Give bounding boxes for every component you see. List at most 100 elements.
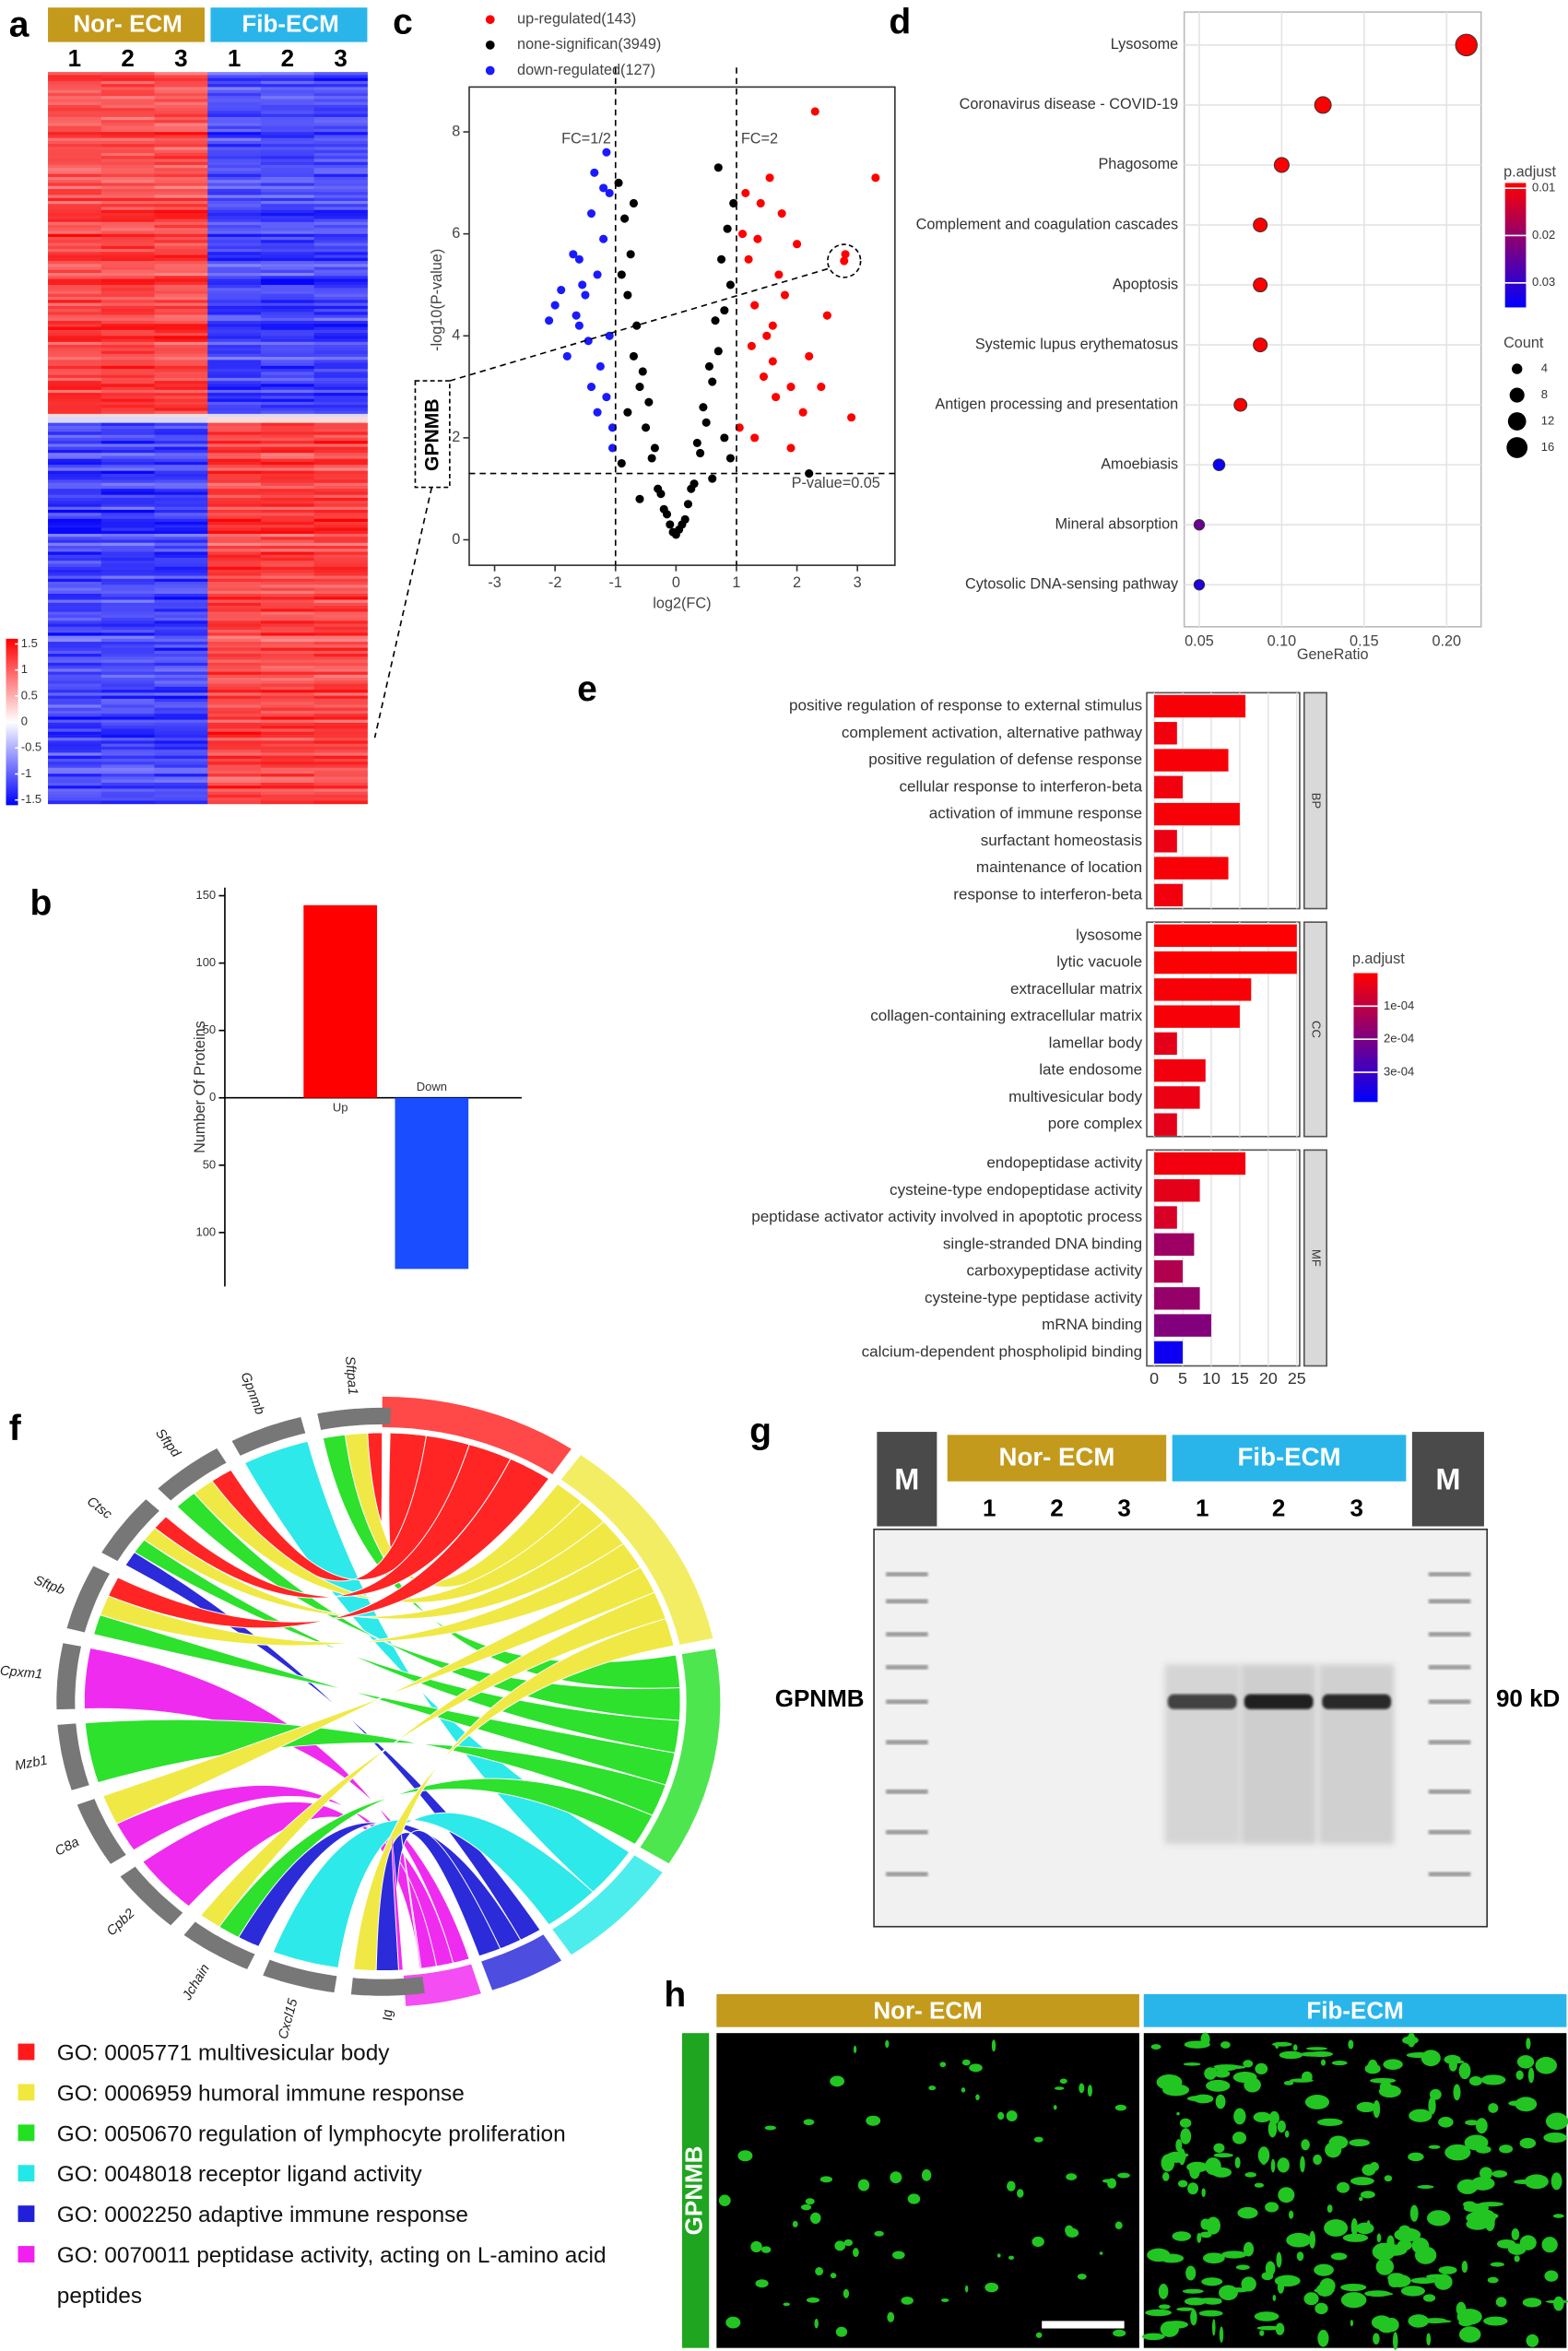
panel-label: g [749, 1412, 772, 1451]
heatmap-cell [207, 353, 262, 358]
colorbar-label: 3e-04 [1384, 1064, 1414, 1078]
heatmap-cell [207, 128, 262, 133]
heatmap-cell [154, 446, 208, 451]
heatmap-cell [100, 509, 155, 514]
heatmap-cell [313, 345, 368, 349]
heatmap-cell [100, 791, 155, 796]
heatmap-cell [48, 348, 102, 352]
heatmap-cell [313, 702, 368, 705]
heatmap-cell [207, 207, 262, 211]
heatmap-cell [260, 374, 315, 379]
heatmap-cell [260, 635, 315, 640]
heatmap-cell [154, 101, 208, 106]
gene-label: C8a [53, 1835, 81, 1859]
heatmap-cell [260, 101, 315, 106]
column-label: 3 [334, 44, 347, 72]
heatmap-cell [48, 797, 102, 801]
heatmap-cell [207, 743, 262, 748]
stain-blob [1527, 2067, 1535, 2084]
heatmap-cell [207, 240, 262, 243]
heatmap-cell [207, 176, 262, 181]
heatmap-cell [154, 437, 208, 442]
heatmap-cell [48, 197, 102, 202]
heatmap-cell [154, 750, 208, 753]
stain-blob [1274, 2274, 1301, 2287]
heatmap-cell [48, 525, 102, 528]
stain-blob [1158, 2283, 1169, 2299]
heatmap-cell [207, 530, 262, 535]
gene-label: Cpxm1 [0, 1664, 43, 1683]
heatmap-cell [100, 101, 155, 106]
heatmap-cell [48, 269, 102, 274]
point [569, 250, 578, 259]
heatmap-cell [154, 176, 208, 181]
heatmap-cell [207, 561, 262, 565]
heatmap-cell [100, 530, 155, 535]
heatmap-cell [207, 497, 262, 502]
heatmap-cell [100, 690, 155, 693]
heatmap-cell [48, 309, 102, 313]
heatmap-cell [48, 245, 102, 250]
stain-blob [901, 2296, 914, 2305]
point [605, 331, 614, 340]
heatmap-cell [154, 80, 208, 85]
heatmap-cell [100, 731, 155, 736]
heatmap-cell [260, 698, 315, 703]
colorbar [1353, 973, 1378, 1103]
heatmap-cell [154, 599, 208, 604]
heatmap-cell [207, 752, 262, 757]
heatmap-cell [48, 144, 102, 148]
heatmap-cell [48, 647, 102, 652]
heatmap-cell [100, 345, 155, 349]
heatmap-cell [100, 446, 155, 451]
heatmap-cell [313, 467, 368, 472]
heatmap-cell [207, 630, 262, 633]
heatmap-cell [154, 197, 208, 202]
heatmap-cell [154, 257, 208, 262]
x-tick-label: 15 [1231, 1369, 1249, 1388]
heatmap-cell [154, 104, 208, 109]
stain-blob [1179, 2118, 1192, 2128]
heatmap-cell [154, 542, 208, 547]
stain-blob [1421, 2050, 1441, 2067]
heatmap-cell [48, 786, 102, 789]
stain-blob [1160, 2253, 1185, 2263]
stain-blob [1232, 2132, 1247, 2144]
heatmap-cell [48, 800, 102, 805]
stain-blob [1244, 2077, 1261, 2093]
bar [1154, 1287, 1200, 1310]
stain-blob [866, 2115, 881, 2126]
heatmap-cell [154, 503, 208, 508]
heatmap-cell [48, 566, 102, 571]
heatmap-cell [313, 750, 368, 753]
heatmap-cell [48, 405, 102, 408]
stain-blob [1300, 2156, 1305, 2173]
heatmap-cell [207, 654, 262, 657]
stain-blob [1511, 2228, 1520, 2240]
heatmap-cell [207, 96, 262, 100]
heatmap-cell [100, 545, 155, 549]
heatmap-cell [48, 152, 102, 157]
heatmap-cell [154, 797, 208, 801]
heatmap-cell [313, 506, 368, 511]
category-label: lytic vacuole [1056, 953, 1142, 971]
heatmap-cell [100, 638, 155, 643]
heatmap-cell [313, 137, 368, 142]
heatmap-cell [207, 264, 262, 268]
heatmap-cell [154, 389, 208, 394]
heatmap-cell [100, 786, 155, 789]
heatmap-cell [313, 257, 368, 262]
heatmap-cell [48, 674, 102, 679]
heatmap-cell [313, 738, 368, 741]
heatmap-cell [100, 497, 155, 502]
heatmap-cell [154, 369, 208, 372]
heatmap-cell [207, 132, 262, 136]
heatmap-cell [260, 477, 315, 480]
heatmap-cell [100, 561, 155, 565]
heatmap-cell [154, 635, 208, 640]
heatmap-cell [100, 467, 155, 472]
heatmap-cell [313, 140, 368, 145]
heatmap-cell [207, 702, 262, 705]
heatmap-cell [260, 135, 315, 139]
heatmap-cell [260, 386, 315, 391]
